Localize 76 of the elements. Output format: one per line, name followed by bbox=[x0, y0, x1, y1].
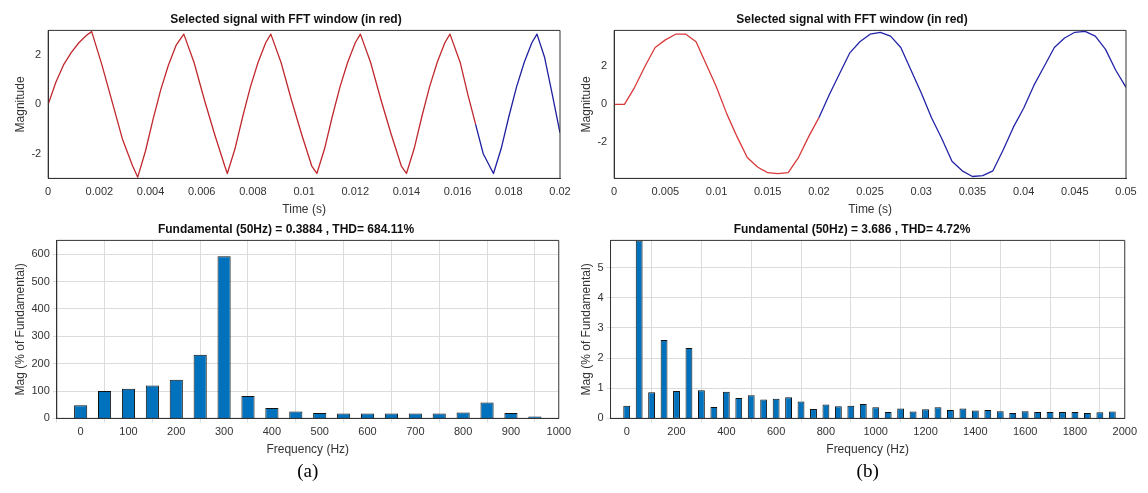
x-tick-label: 0.004 bbox=[136, 185, 165, 198]
x-tick-label: 0.005 bbox=[651, 185, 680, 198]
x-tick-label: 0.03 bbox=[910, 185, 932, 198]
x-tick-label: 1200 bbox=[913, 425, 938, 438]
x-tick-label: 0.05 bbox=[1115, 185, 1137, 198]
y-tick-label: 0 bbox=[597, 411, 604, 424]
y-tick-label: -2 bbox=[31, 146, 42, 159]
x-tick-label: 600 bbox=[766, 425, 786, 438]
x-tick-label: 600 bbox=[358, 425, 377, 438]
y-tick-label: -2 bbox=[597, 135, 608, 148]
x-tick-label: 1000 bbox=[546, 425, 572, 438]
x-tick-label: 0.002 bbox=[85, 185, 114, 198]
x-axis-title: Frequency (Hz) bbox=[266, 442, 350, 457]
x-axis-title: Frequency (Hz) bbox=[826, 442, 909, 457]
x-tick-label: 0.018 bbox=[495, 185, 523, 198]
x-tick-label: 200 bbox=[667, 425, 686, 438]
chart-title: Fundamental (50Hz) = 0.3884 , THD= 684.11% bbox=[157, 221, 415, 236]
y-tick-label: 2 bbox=[35, 48, 42, 61]
x-tick-label: 400 bbox=[262, 425, 282, 438]
x-tick-label: 200 bbox=[167, 425, 186, 438]
text: (a) bbox=[297, 460, 319, 483]
x-tick-label: 1600 bbox=[1012, 425, 1038, 438]
x-tick-label: 0.006 bbox=[187, 185, 216, 198]
x-tick-label: 0.02 bbox=[808, 185, 830, 198]
x-tick-label: 0.008 bbox=[239, 185, 267, 198]
y-tick-label: 0 bbox=[35, 97, 42, 110]
x-tick-label: 1000 bbox=[863, 425, 888, 438]
chart-title: Fundamental (50Hz) = 3.686 , THD= 4.72% bbox=[733, 221, 971, 236]
x-tick-label: 1800 bbox=[1062, 425, 1088, 438]
y-tick-label: 0 bbox=[601, 97, 608, 110]
x-tick-label: 900 bbox=[501, 425, 521, 438]
x-tick-label: 0.035 bbox=[958, 185, 987, 198]
x-axis-title: Time (s) bbox=[848, 202, 892, 217]
y-tick-label: 500 bbox=[31, 274, 50, 287]
x-tick-label: 500 bbox=[310, 425, 329, 438]
x-tick-label: 300 bbox=[214, 425, 234, 438]
x-tick-label: 0.01 bbox=[705, 185, 728, 198]
chart-title: Selected signal with FFT window (in red) bbox=[736, 11, 968, 26]
x-axis-title: Time (s) bbox=[282, 202, 326, 217]
x-tick-label: 0.045 bbox=[1061, 185, 1089, 198]
y-tick-label: 200 bbox=[31, 356, 50, 369]
y-tick-label: 100 bbox=[31, 384, 50, 397]
x-tick-label: 100 bbox=[119, 425, 138, 438]
text: (b) bbox=[856, 460, 879, 483]
x-tick-label: 0.04 bbox=[1012, 185, 1035, 198]
x-tick-label: 0.016 bbox=[443, 185, 472, 198]
y-tick-label: 300 bbox=[31, 329, 50, 342]
x-tick-label: 0.01 bbox=[293, 185, 315, 198]
x-tick-label: 800 bbox=[816, 425, 836, 438]
x-tick-label: 700 bbox=[406, 425, 425, 438]
x-tick-label: 0.025 bbox=[856, 185, 884, 198]
y-tick-label: 2 bbox=[597, 351, 604, 364]
y-tick-label: 400 bbox=[31, 301, 50, 314]
x-tick-label: 0.015 bbox=[753, 185, 782, 198]
y-tick-label: 1 bbox=[597, 381, 604, 394]
x-tick-label: 0.012 bbox=[341, 185, 370, 198]
y-tick-label: 600 bbox=[31, 247, 50, 260]
x-tick-label: 0.014 bbox=[392, 185, 421, 198]
x-tick-label: 800 bbox=[453, 425, 473, 438]
y-tick-label: 5 bbox=[597, 260, 604, 273]
y-tick-label: 2 bbox=[601, 59, 608, 72]
x-tick-label: 2000 bbox=[1112, 425, 1138, 438]
y-tick-label: 0 bbox=[43, 411, 50, 424]
y-axis-title: Magnitude bbox=[578, 76, 593, 133]
y-tick-label: 3 bbox=[597, 320, 604, 333]
y-axis-title: Magnitude bbox=[12, 76, 27, 133]
y-axis-title: Mag (% of Fundamental) bbox=[578, 263, 593, 396]
y-axis-title: Mag (% of Fundamental) bbox=[12, 263, 27, 396]
x-tick-label: 0 bbox=[77, 425, 84, 438]
x-tick-label: 1400 bbox=[963, 425, 988, 438]
y-tick-label: 4 bbox=[597, 290, 604, 303]
x-tick-label: 0 bbox=[623, 425, 630, 438]
chart-title: Selected signal with FFT window (in red) bbox=[170, 11, 402, 26]
x-tick-label: 0.02 bbox=[549, 185, 571, 198]
x-tick-label: 400 bbox=[717, 425, 736, 438]
x-tick-label: 0 bbox=[611, 185, 618, 198]
